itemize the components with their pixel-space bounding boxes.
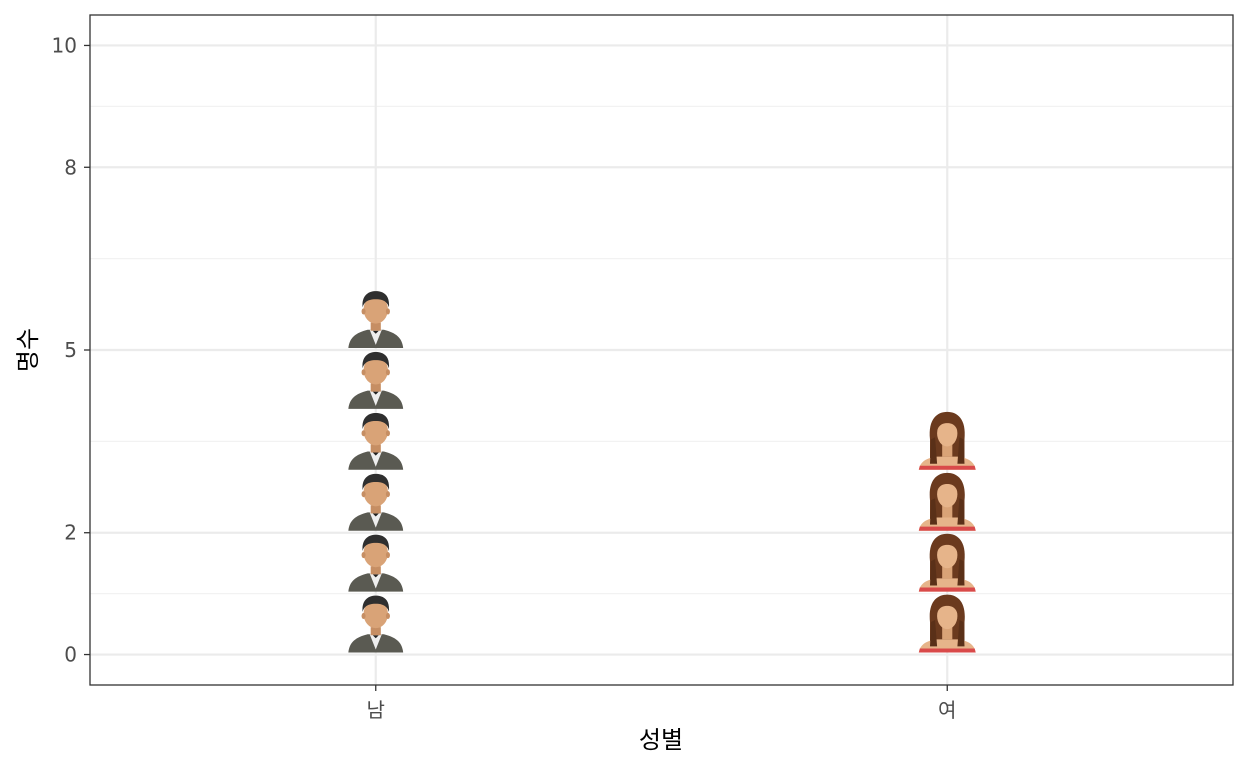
minor-gridlines: [90, 105, 1233, 595]
y-tick-label: 5: [64, 338, 77, 362]
plot-panel: [89, 14, 1234, 686]
x-axis-title: 성별: [639, 726, 683, 754]
y-axis: 0 2 5 8 10: [52, 33, 90, 667]
y-tick-label: 0: [64, 643, 77, 667]
y-tick-label: 2: [64, 521, 77, 545]
y-axis-title: 명수: [14, 328, 42, 372]
x-tick-label: 남: [367, 698, 385, 722]
y-tick-label: 10: [52, 33, 77, 57]
x-tick-label: 여: [938, 698, 956, 722]
y-tick-label: 8: [64, 155, 77, 179]
